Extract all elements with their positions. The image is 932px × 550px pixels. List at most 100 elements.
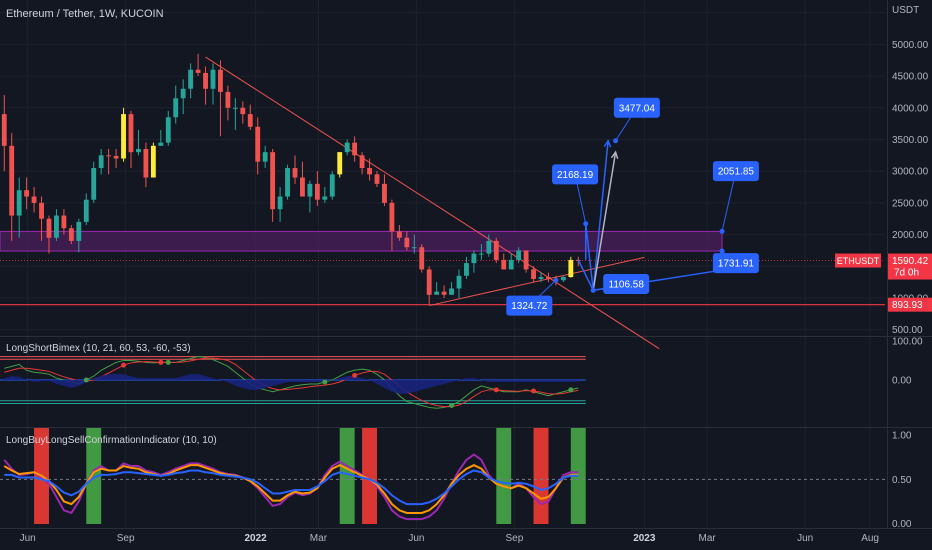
- candle-body: [121, 114, 126, 159]
- candle: [61, 209, 67, 235]
- indicator-1-marker: [568, 387, 574, 393]
- candle: [232, 98, 238, 130]
- indicator-1-tick-label: 0.00: [892, 376, 912, 387]
- price-tick-label: 3500.00: [892, 135, 929, 146]
- candle: [508, 253, 514, 270]
- candle: [314, 171, 320, 207]
- candle: [292, 155, 298, 184]
- candle-body: [464, 263, 469, 276]
- candle-body: [434, 291, 440, 295]
- candle-body: [61, 215, 67, 229]
- candle: [382, 174, 387, 207]
- candle: [225, 85, 231, 121]
- candle-body: [531, 269, 536, 279]
- callout-label: 1731.91: [718, 259, 755, 270]
- callout-box: [506, 295, 553, 316]
- candle: [91, 161, 97, 203]
- candle-body: [143, 148, 149, 178]
- candle-body: [300, 177, 305, 197]
- candle-body: [195, 69, 201, 73]
- candle-body: [188, 69, 194, 89]
- candle: [367, 158, 372, 181]
- indicator-1-area: [4, 374, 579, 394]
- candle-body: [389, 202, 395, 232]
- candle: [203, 66, 208, 105]
- chart-title: Ethereum / Tether, 1W, KUCOIN: [6, 8, 164, 20]
- callout-box: [603, 274, 650, 295]
- price-tick-label: 2500.00: [892, 198, 929, 209]
- candle-body: [232, 107, 238, 109]
- indicator-2-signal-bar: [362, 428, 378, 524]
- candle: [285, 164, 290, 200]
- time-tick-label: Jun: [20, 533, 36, 544]
- candle: [113, 148, 119, 168]
- candle-body: [1, 114, 7, 146]
- candle-body: [367, 168, 372, 175]
- candle-body: [322, 196, 328, 200]
- candle-body: [560, 277, 566, 281]
- candle: [136, 129, 141, 156]
- indicator-1-tick-label: 100.00: [892, 336, 923, 347]
- callout-anchor: [590, 287, 596, 293]
- candle: [546, 272, 551, 283]
- candle: [374, 171, 380, 188]
- callout-anchor: [719, 248, 725, 254]
- candle-body: [255, 126, 261, 162]
- price-tag-value: 1590.42: [892, 256, 929, 267]
- candle: [486, 234, 492, 257]
- candle: [262, 145, 268, 168]
- candle: [471, 250, 477, 273]
- candle-body: [411, 247, 417, 249]
- callout-label: 2168.19: [557, 170, 594, 181]
- time-tick-label: Mar: [310, 533, 328, 544]
- candle: [54, 209, 59, 241]
- candle: [121, 107, 126, 162]
- candle: [389, 199, 395, 251]
- candle-body: [91, 168, 97, 200]
- candle-body: [426, 269, 432, 295]
- candle-body: [501, 259, 507, 270]
- candle-body: [158, 142, 164, 146]
- price-tick-label: 2000.00: [892, 230, 929, 241]
- callout-label: 1324.72: [511, 301, 548, 312]
- candle: [441, 285, 447, 298]
- trendline: [205, 56, 660, 350]
- candle: [128, 110, 134, 168]
- candle: [396, 225, 402, 241]
- indicator-2-title: LongBuyLongSellConfirmationIndicator (10…: [6, 435, 217, 446]
- candle-body: [9, 145, 15, 216]
- candle-body: [150, 145, 156, 178]
- candle-body: [203, 72, 208, 89]
- candle: [478, 244, 484, 260]
- callout-box: [613, 97, 660, 118]
- candle: [173, 85, 179, 124]
- candle-body: [113, 155, 119, 159]
- candle: [106, 148, 112, 175]
- candle: [344, 139, 350, 156]
- time-tick-label: Aug: [861, 533, 879, 544]
- candle: [247, 104, 253, 130]
- callout-box: [712, 253, 759, 274]
- candle: [68, 225, 74, 245]
- indicator-2-signal-bar: [533, 428, 549, 524]
- projection-line: [592, 152, 617, 291]
- indicator-2-line: [3, 464, 579, 514]
- candle-body: [478, 253, 484, 255]
- candle-body: [83, 199, 89, 222]
- time-tick-label: Jun: [797, 533, 813, 544]
- indicator-2-tick-label: 0.00: [892, 519, 912, 530]
- indicator-2-tick-label: 0.50: [892, 475, 912, 486]
- currency-label: USDT: [892, 5, 919, 16]
- arrowhead: [610, 150, 619, 160]
- time-tick-label: 2023: [633, 533, 656, 544]
- candle: [449, 282, 454, 295]
- candle-body: [471, 253, 477, 264]
- candle: [568, 256, 574, 278]
- candle-body: [54, 215, 59, 238]
- candle-body: [404, 237, 410, 248]
- indicator-1-marker: [449, 402, 455, 408]
- candle-body: [262, 152, 268, 162]
- candles: [1, 53, 581, 305]
- candle: [329, 171, 335, 200]
